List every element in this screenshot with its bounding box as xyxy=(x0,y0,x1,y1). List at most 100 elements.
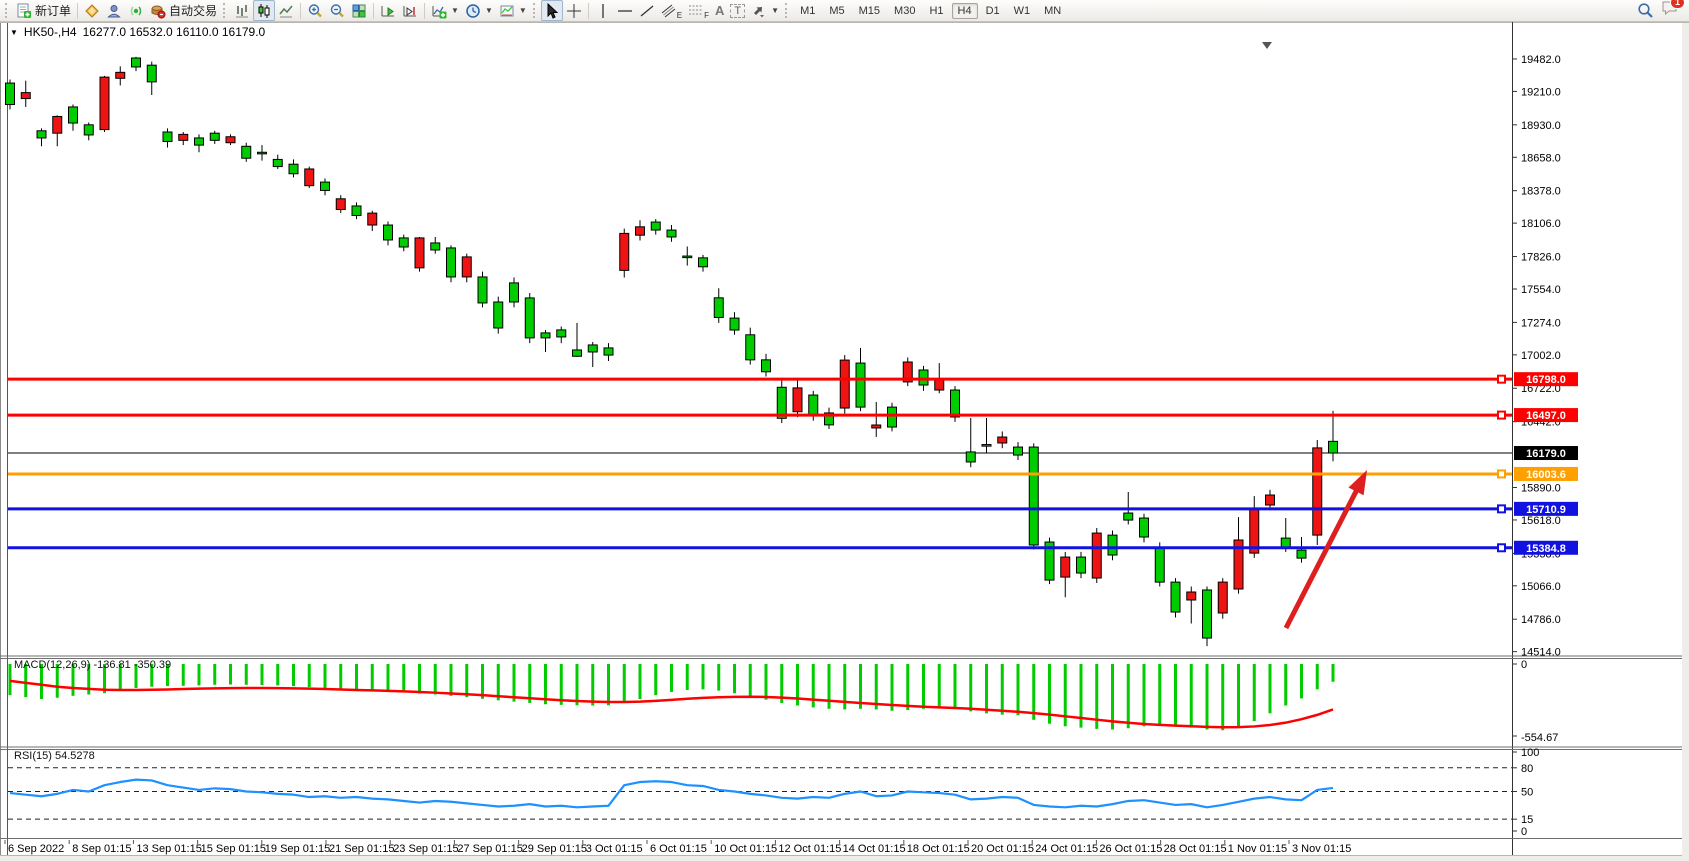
svg-text:3 Oct 01:15: 3 Oct 01:15 xyxy=(586,843,643,855)
indicators-button[interactable]: ▼ xyxy=(428,1,462,20)
svg-text:15066.0: 15066.0 xyxy=(1521,581,1561,593)
zoom-in-button[interactable] xyxy=(304,1,326,20)
cursor-icon xyxy=(544,2,560,19)
text-button[interactable]: A xyxy=(712,1,727,20)
vertical-line-icon xyxy=(595,3,611,19)
periods-clock-icon xyxy=(465,3,481,19)
cursor-button[interactable] xyxy=(540,0,563,21)
tab-timeframe-h1[interactable]: H1 xyxy=(929,4,944,17)
new-order-button[interactable]: 新订单 xyxy=(13,1,74,20)
profile-button[interactable] xyxy=(103,1,125,20)
auto-trading-button[interactable]: 自动交易 xyxy=(147,1,220,20)
svg-text:12 Oct 01:15: 12 Oct 01:15 xyxy=(778,843,841,855)
vertical-line-button[interactable] xyxy=(592,1,614,20)
periods-button[interactable]: ▼ xyxy=(462,1,496,20)
zoom-out-button[interactable] xyxy=(326,1,348,20)
toolbar-grip xyxy=(5,3,10,18)
svg-text:16179.0: 16179.0 xyxy=(1526,448,1566,460)
svg-text:14514.0: 14514.0 xyxy=(1521,647,1561,659)
trend-arrow xyxy=(1283,470,1367,630)
svg-text:-554.67: -554.67 xyxy=(1521,732,1558,744)
svg-text:26 Oct 01:15: 26 Oct 01:15 xyxy=(1099,843,1162,855)
search-icon[interactable] xyxy=(1637,3,1653,19)
chart-wizard-icon xyxy=(84,3,100,19)
svg-text:24 Oct 01:15: 24 Oct 01:15 xyxy=(1035,843,1098,855)
tab-timeframe-m5[interactable]: M5 xyxy=(829,4,845,17)
tab-timeframe-d1[interactable]: D1 xyxy=(985,4,1000,17)
templates-icon xyxy=(499,3,515,19)
svg-text:18930.0: 18930.0 xyxy=(1521,120,1561,132)
svg-text:20 Oct 01:15: 20 Oct 01:15 xyxy=(971,843,1034,855)
tab-timeframe-m15[interactable]: M15 xyxy=(858,4,881,17)
toolbar-grip xyxy=(785,3,790,18)
tab-timeframe-m1[interactable]: M1 xyxy=(800,4,816,17)
crosshair-button[interactable] xyxy=(563,1,585,20)
trendline-button[interactable] xyxy=(636,1,658,20)
auto-scroll-button[interactable] xyxy=(377,1,399,20)
svg-text:0: 0 xyxy=(1521,826,1527,838)
profile-icon xyxy=(106,3,122,19)
svg-text:1 Nov 01:15: 1 Nov 01:15 xyxy=(1228,843,1287,855)
auto-scroll-icon xyxy=(380,3,396,19)
equidistant-channel-icon xyxy=(661,3,677,19)
chart-wizard-button[interactable] xyxy=(81,1,103,20)
horizontal-line-icon xyxy=(617,3,633,19)
svg-text:17554.0: 17554.0 xyxy=(1521,284,1561,296)
shift-marker-icon xyxy=(1262,42,1272,49)
chart-symbol-period: HK50-,H4 xyxy=(23,25,77,39)
svg-text:17826.0: 17826.0 xyxy=(1521,252,1561,264)
svg-text:18378.0: 18378.0 xyxy=(1521,186,1561,198)
signals-button[interactable] xyxy=(125,1,147,20)
svg-text:15: 15 xyxy=(1521,814,1533,826)
arrows-button[interactable]: ▼ xyxy=(748,1,782,20)
svg-text:14 Oct 01:15: 14 Oct 01:15 xyxy=(843,843,906,855)
chart-shift-button[interactable] xyxy=(399,1,421,20)
toolbar-separator xyxy=(300,2,302,19)
arrows-icon xyxy=(751,3,767,19)
periods-dropdown-caret[interactable]: ▼ xyxy=(484,6,493,15)
text-label-button[interactable]: T xyxy=(727,1,748,20)
svg-text:8 Sep 01:15: 8 Sep 01:15 xyxy=(72,843,131,855)
templates-button[interactable]: ▼ xyxy=(496,1,530,20)
candlestick-chart-button[interactable] xyxy=(253,0,276,21)
fibonacci-button[interactable]: F xyxy=(685,1,712,20)
chart-dropdown-icon[interactable]: ▼ xyxy=(10,27,18,37)
bar-chart-button[interactable] xyxy=(231,1,253,20)
templates-dropdown-caret[interactable]: ▼ xyxy=(518,6,527,15)
svg-text:100: 100 xyxy=(1521,747,1539,759)
svg-text:6 Sep 2022: 6 Sep 2022 xyxy=(8,843,64,855)
chat-button[interactable]: 1 xyxy=(1661,0,1685,21)
tab-timeframe-w1[interactable]: W1 xyxy=(1013,4,1031,17)
candlestick-chart-icon xyxy=(256,3,272,19)
auto-trading-label: 自动交易 xyxy=(169,4,218,18)
svg-text:10 Oct 01:15: 10 Oct 01:15 xyxy=(714,843,777,855)
horizontal-line-button[interactable] xyxy=(614,1,636,20)
new-order-label: 新订单 xyxy=(35,4,72,18)
line-chart-button[interactable] xyxy=(275,1,297,20)
tab-timeframe-m30[interactable]: M30 xyxy=(894,4,916,17)
svg-text:13 Sep 01:15: 13 Sep 01:15 xyxy=(136,843,201,855)
svg-text:15710.9: 15710.9 xyxy=(1526,504,1566,516)
timeframe-group: M1 M5 M15 M30 H1 H4 D1 W1 MN xyxy=(793,2,1068,19)
svg-text:3 Nov 01:15: 3 Nov 01:15 xyxy=(1292,843,1351,855)
tab-timeframe-mn[interactable]: MN xyxy=(1044,4,1062,17)
toolbar-separator xyxy=(587,2,589,19)
svg-text:15618.0: 15618.0 xyxy=(1521,515,1561,527)
tile-windows-button[interactable] xyxy=(348,1,370,20)
arrows-dropdown-caret[interactable]: ▼ xyxy=(771,6,780,15)
text-tool-letter: A xyxy=(715,3,725,18)
equidistant-channel-button[interactable]: E xyxy=(658,1,685,20)
svg-text:23 Sep 01:15: 23 Sep 01:15 xyxy=(393,843,458,855)
rsi-label: RSI(15) 54.5278 xyxy=(14,750,95,762)
svg-text:16798.0: 16798.0 xyxy=(1526,374,1566,386)
fibo-letter: F xyxy=(704,11,710,20)
svg-text:18106.0: 18106.0 xyxy=(1521,218,1561,230)
zoom-in-icon xyxy=(307,3,323,19)
toolbar-separator xyxy=(373,2,375,19)
tab-timeframe-h4[interactable]: H4 xyxy=(951,2,978,19)
svg-text:16003.6: 16003.6 xyxy=(1526,469,1566,481)
zoom-out-icon xyxy=(329,3,345,19)
indicators-dropdown-caret[interactable]: ▼ xyxy=(451,6,459,15)
